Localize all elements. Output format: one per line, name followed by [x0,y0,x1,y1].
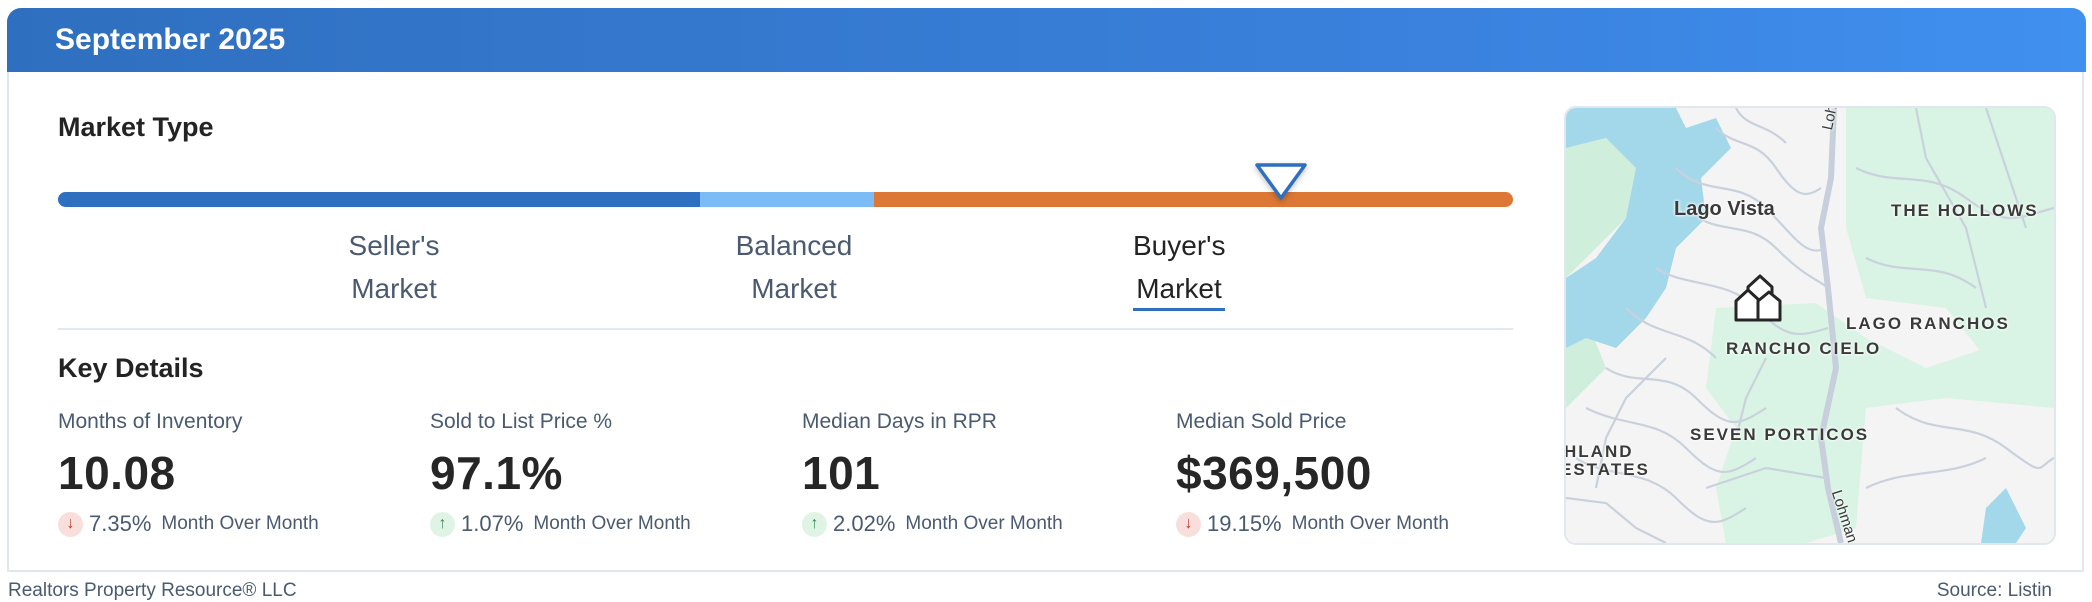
metric-months-of-inventory: Months of Inventory 10.08 ↓ 7.35% Month … [58,408,418,538]
arrow-down-icon: ↓ [58,511,83,537]
market-card: September 2025 Market Type Seller's Mark… [7,8,2086,572]
change-percent: 7.35% [89,511,152,536]
card-header: September 2025 [7,8,2086,72]
balanced-line1: Balanced [735,230,853,261]
metric-sold-to-list: Sold to List Price % 97.1% ↑ 1.07% Month… [430,408,790,538]
homes-marker-icon [1734,274,1782,322]
metric-median-days: Median Days in RPR 101 ↑ 2.02% Month Ove… [802,408,1162,538]
section-divider [58,328,1513,330]
map-label-lago-ranchos: LAGO RANCHOS [1846,314,2010,333]
buyer-line1: Buyer's [1133,230,1226,261]
map-label-the-hollows: THE HOLLOWS [1891,201,2039,220]
seller-line2: Market [351,273,437,304]
metric-change: ↑ 2.02% Month Over Month [802,510,1162,538]
map-base [1566,108,2054,543]
market-type-bar [58,192,1513,207]
map-label-hland: HLAND [1564,442,1634,461]
seller-line1: Seller's [348,230,440,261]
page-title: September 2025 [55,23,286,56]
metric-value: $369,500 [1176,447,1372,499]
change-period: Month Over Month [905,513,1063,534]
seller-segment [58,192,700,207]
metric-change: ↓ 7.35% Month Over Month [58,510,418,538]
metric-change: ↓ 19.15% Month Over Month [1176,510,1536,538]
metric-label: Sold to List Price % [430,410,613,433]
active-underline [1133,308,1225,311]
change-percent: 1.07% [461,511,524,536]
change-percent: 2.02% [833,511,896,536]
metric-label: Months of Inventory [58,410,243,433]
balanced-segment [699,192,875,207]
change-period: Month Over Month [533,513,691,534]
arrow-up-icon: ↑ [430,511,455,537]
buyer-market-label: Buyer's Market [1133,224,1226,311]
change-period: Month Over Month [161,513,319,534]
metric-median-sold-price: Median Sold Price $369,500 ↓ 19.15% Mont… [1176,408,1536,538]
change-period: Month Over Month [1291,513,1449,534]
map-label-rancho-cielo: RANCHO CIELO [1726,339,1882,358]
metric-change: ↑ 1.07% Month Over Month [430,510,790,538]
metric-value: 10.08 [58,447,176,499]
market-type-heading: Market Type [58,112,214,142]
buyer-segment [874,192,1513,207]
metric-value: 101 [802,447,881,499]
map-label-seven-porticos: SEVEN PORTICOS [1690,425,1870,444]
map-label-estates: ESTATES [1564,460,1650,479]
balanced-line2: Market [751,273,837,304]
area-map[interactable]: Lago Vista THE HOLLOWS LAGO RANCHOS RANC… [1564,106,2056,545]
arrow-up-icon: ↑ [802,511,827,537]
footer-source: Source: Listin [1936,580,2052,601]
key-details-heading: Key Details [58,353,204,383]
metric-label: Median Days in RPR [802,410,997,433]
footer-copyright: Realtors Property Resource® LLC [8,580,297,601]
metric-label: Median Sold Price [1176,410,1347,433]
arrow-down-icon: ↓ [1176,511,1201,537]
map-label-lago-vista: Lago Vista [1674,198,1775,220]
balanced-market-label: Balanced Market [719,224,869,310]
buyer-line2: Market [1136,273,1222,304]
metric-value: 97.1% [430,447,563,499]
change-percent: 19.15% [1207,511,1282,536]
seller-market-label: Seller's Market [339,224,449,310]
market-position-marker-icon [1255,163,1307,200]
